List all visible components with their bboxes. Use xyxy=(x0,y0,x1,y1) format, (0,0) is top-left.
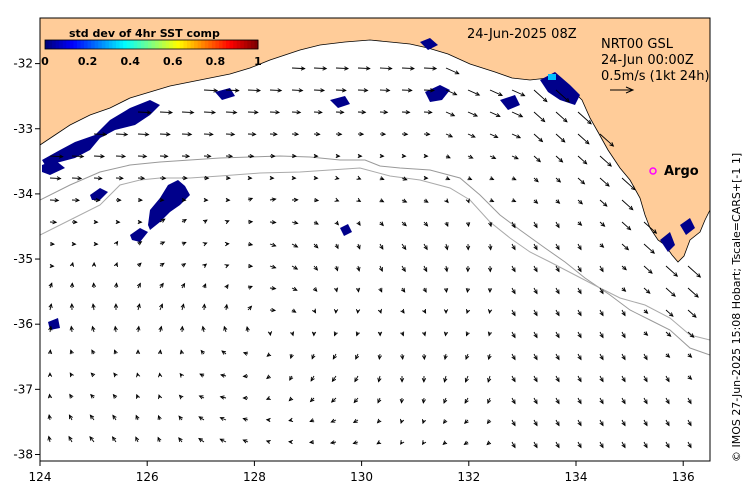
x-tick-label: 132 xyxy=(457,470,480,484)
colorbar-segment xyxy=(123,40,127,49)
colorbar-segment xyxy=(91,40,95,49)
colorbar-segment xyxy=(162,40,166,49)
x-tick-label: 126 xyxy=(136,470,159,484)
colorbar-segment xyxy=(84,40,88,49)
time-label: 24-Jun 00:00Z xyxy=(601,53,694,68)
colorbar-segment xyxy=(134,40,138,49)
colorbar-segment xyxy=(141,40,145,49)
colorbar-segment xyxy=(237,40,241,49)
colorbar-segment xyxy=(247,40,251,49)
colorbar-segment xyxy=(244,40,248,49)
colorbar-segment xyxy=(187,40,191,49)
y-tick-label: -32 xyxy=(13,57,33,71)
colorbar-tick-label: 0.4 xyxy=(120,55,140,68)
colorbar-segment xyxy=(201,40,205,49)
colorbar-segment xyxy=(73,40,77,49)
colorbar-segment xyxy=(148,40,152,49)
colorbar-segment xyxy=(152,40,156,49)
colorbar-segment xyxy=(144,40,148,49)
colorbar-segment xyxy=(56,40,60,49)
y-tick-label: -34 xyxy=(13,187,33,201)
sst-highlight-patch xyxy=(548,74,556,80)
colorbar-segment xyxy=(105,40,109,49)
colorbar-segment xyxy=(127,40,131,49)
colorbar-segment xyxy=(77,40,81,49)
colorbar-segment xyxy=(215,40,219,49)
colorbar-tick-label: 0.6 xyxy=(163,55,183,68)
x-tick-label: 130 xyxy=(350,470,373,484)
colorbar-segment xyxy=(198,40,202,49)
colorbar-segment xyxy=(166,40,170,49)
y-tick-label: -33 xyxy=(13,122,33,136)
colorbar-segment xyxy=(112,40,116,49)
colorbar-gradient xyxy=(45,40,259,49)
colorbar-segment xyxy=(66,40,70,49)
colorbar-segment xyxy=(70,40,74,49)
colorbar-segment xyxy=(159,40,163,49)
colorbar-segment xyxy=(191,40,195,49)
y-tick-label: -38 xyxy=(13,447,33,461)
colorbar-tick-label: 1 xyxy=(254,55,262,68)
colorbar-segment xyxy=(52,40,56,49)
x-tick-label: 128 xyxy=(243,470,266,484)
colorbar-segment xyxy=(223,40,227,49)
y-tick-label: -37 xyxy=(13,382,33,396)
colorbar-tick-label: 0.2 xyxy=(78,55,98,68)
colorbar-segment xyxy=(98,40,102,49)
x-tick-label: 134 xyxy=(565,470,588,484)
colorbar-segment xyxy=(120,40,124,49)
colorbar-segment xyxy=(219,40,223,49)
product-label: NRT00 GSL xyxy=(601,37,674,52)
colorbar-segment xyxy=(180,40,184,49)
x-axis: 124 126 128 130 132 134 136 xyxy=(29,461,695,484)
colorbar-segment xyxy=(116,40,120,49)
colorbar-segment xyxy=(45,40,49,49)
colorbar-segment xyxy=(95,40,99,49)
colorbar-segment xyxy=(130,40,134,49)
colorbar-segment xyxy=(102,40,106,49)
colorbar-segment xyxy=(137,40,141,49)
colorbar-tick-label: 0 xyxy=(41,55,49,68)
x-tick-label: 136 xyxy=(672,470,695,484)
y-axis: -32 -33 -34 -35 -36 -37 -38 xyxy=(13,57,40,462)
colorbar-segment xyxy=(88,40,92,49)
colorbar-segment xyxy=(212,40,216,49)
scale-label: 0.5m/s (1kt 24h) xyxy=(601,69,710,84)
colorbar-segment xyxy=(59,40,63,49)
colorbar-segment xyxy=(169,40,173,49)
colorbar-segment xyxy=(183,40,187,49)
credit-text: © IMOS 27-Jun-2025 15:08 Hobart; Tscale=… xyxy=(730,153,743,462)
colorbar-segment xyxy=(194,40,198,49)
colorbar-segment xyxy=(81,40,85,49)
colorbar-segment xyxy=(208,40,212,49)
date-label: 24-Jun-2025 08Z xyxy=(467,27,577,42)
colorbar-segment xyxy=(109,40,113,49)
colorbar-segment xyxy=(230,40,234,49)
colorbar-segment xyxy=(233,40,237,49)
y-tick-label: -36 xyxy=(13,317,33,331)
colorbar-segment xyxy=(63,40,67,49)
colorbar-segment xyxy=(251,40,255,49)
colorbar-segment xyxy=(226,40,230,49)
colorbar-title: std dev of 4hr SST comp xyxy=(69,27,220,40)
colorbar-segment xyxy=(240,40,244,49)
colorbar-segment xyxy=(173,40,177,49)
colorbar-segment xyxy=(155,40,159,49)
colorbar-segment xyxy=(49,40,53,49)
colorbar-segment xyxy=(205,40,209,49)
colorbar-tick-label: 0.8 xyxy=(206,55,226,68)
x-tick-label: 124 xyxy=(29,470,52,484)
y-tick-label: -35 xyxy=(13,252,33,266)
argo-label: Argo xyxy=(664,164,699,179)
colorbar-segment xyxy=(176,40,180,49)
